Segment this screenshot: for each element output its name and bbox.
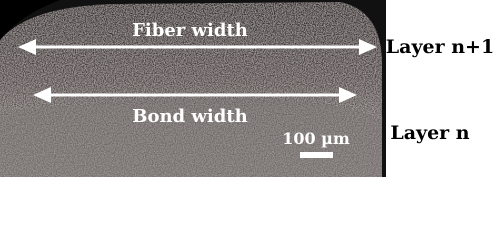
scale-bar-label: 100 µm <box>282 129 350 148</box>
lower-layer-tone <box>0 99 382 177</box>
page: Fiber width Bond width 100 µm Layer n+1 … <box>0 0 495 177</box>
fiber-width-arrow <box>18 39 377 55</box>
fiber-width-label: Fiber width <box>132 20 248 41</box>
lower-layer-label: Layer n <box>390 122 469 144</box>
scale-bar <box>300 152 333 158</box>
dark-corner <box>0 0 60 40</box>
bond-width-label: Bond width <box>132 106 247 127</box>
bond-width-arrow <box>33 87 357 103</box>
upper-layer-label: Layer n+1 <box>386 36 494 58</box>
figure: Fiber width Bond width 100 µm Layer n+1 … <box>0 0 494 177</box>
